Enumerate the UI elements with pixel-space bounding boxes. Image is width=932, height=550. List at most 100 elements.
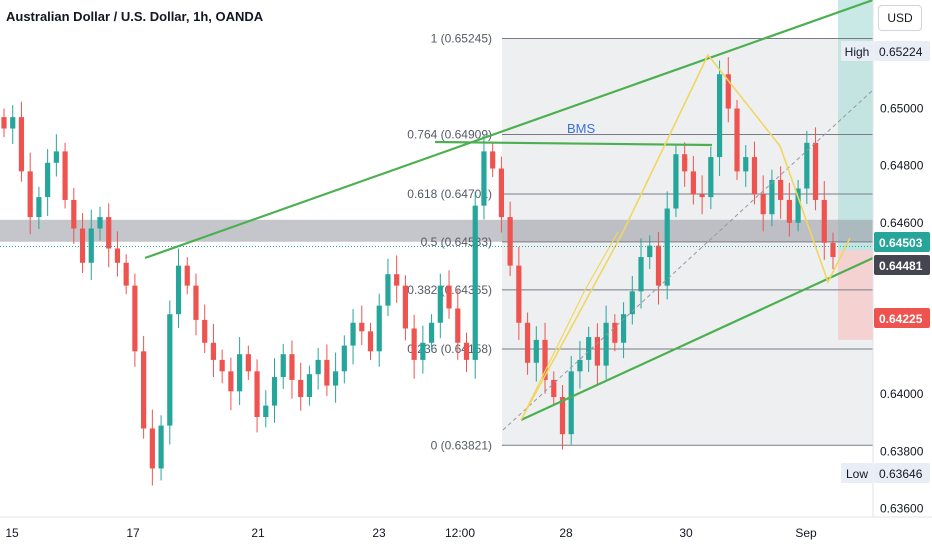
candle-body <box>751 157 758 195</box>
candle-body <box>333 371 339 386</box>
candle-body <box>175 265 182 315</box>
candle-body <box>463 342 470 360</box>
candle-body <box>263 405 269 418</box>
candle-body <box>228 371 234 392</box>
position-loss-zone <box>838 250 873 340</box>
candle-body <box>568 371 574 435</box>
candle-body <box>367 331 374 352</box>
candle-body <box>123 262 129 286</box>
support-resistance-zone <box>0 219 873 242</box>
currency-selector[interactable]: USD <box>878 5 922 31</box>
level-label-box <box>841 463 873 483</box>
candle-body <box>202 319 208 343</box>
candle-body <box>542 339 548 380</box>
candle-body <box>830 242 836 258</box>
candle-body <box>664 208 670 286</box>
candle-body <box>812 142 819 200</box>
candle-body <box>27 171 33 218</box>
price-tag-box <box>874 41 930 61</box>
fib-level-label: 0.618 (0.64701) <box>407 187 492 201</box>
price-axis: 0.65000 0.64800 0.64600 0.64000 0.63800 0.636… <box>872 0 924 517</box>
candle-body <box>420 342 426 360</box>
candle-body <box>507 217 513 266</box>
candle-body <box>551 379 557 398</box>
candle-body <box>786 199 792 223</box>
time-axis-tick-label: 21 <box>251 526 265 540</box>
candle-body <box>210 342 217 360</box>
candle-body <box>88 228 94 263</box>
candle-body <box>359 322 365 332</box>
candle-body <box>289 354 295 380</box>
candle-body <box>280 354 286 378</box>
candle-body <box>795 188 801 223</box>
channel-upper-line <box>144 0 874 260</box>
candle-body <box>36 197 42 218</box>
time-axis-tick-label: 23 <box>372 526 386 540</box>
candle-body <box>193 285 199 320</box>
level-label: Low <box>846 467 868 481</box>
price-axis-tick-label: 0.64800 <box>880 159 924 173</box>
candle-body <box>699 194 705 198</box>
candle-body <box>106 217 112 249</box>
price-tag-value: 0.64503 <box>879 236 923 250</box>
candle-body <box>167 314 173 426</box>
level-label-box <box>841 41 873 61</box>
fib-level-label: 1 (0.65245) <box>431 32 492 46</box>
fib-level-label: 0.236 (0.64158) <box>407 342 492 356</box>
candle-body <box>149 428 155 469</box>
candle-body <box>778 179 784 200</box>
candle-body <box>350 322 356 346</box>
price-axis-tick-label: 0.64600 <box>880 216 924 230</box>
candle-body <box>315 359 321 375</box>
candle-body <box>53 151 59 163</box>
candle-body <box>10 117 16 129</box>
candle-body <box>254 371 260 418</box>
candle-body <box>245 354 251 372</box>
candle-body <box>612 322 618 343</box>
price-axis-tick-label: 0.63600 <box>880 501 924 515</box>
candle-body <box>673 154 679 209</box>
candle-body <box>455 308 461 343</box>
candle-body <box>682 154 688 172</box>
candle-body <box>402 285 409 329</box>
bms-label: BMS <box>567 121 596 136</box>
candle-body <box>760 194 766 215</box>
candle-body <box>577 359 583 372</box>
candle-body <box>821 199 827 243</box>
price-tag-value: 0.63646 <box>879 467 923 481</box>
harmonic-pattern <box>520 53 851 421</box>
candle-body <box>708 157 714 198</box>
candle-body <box>516 265 522 323</box>
price-tag-value: 0.64225 <box>879 312 923 326</box>
candle-body <box>141 351 147 429</box>
candle-body <box>45 162 51 198</box>
candle-body <box>620 314 627 343</box>
time-axis-tick-label: 17 <box>126 526 140 540</box>
candle-body <box>324 359 330 386</box>
candle-body <box>341 345 347 372</box>
candle-body <box>114 248 121 263</box>
price-tag-value: 0.64481 <box>879 259 923 273</box>
candle-body <box>690 171 696 195</box>
candle-body <box>132 285 138 352</box>
time-axis-tick-label: Sep <box>795 526 817 540</box>
candle-body <box>158 425 164 469</box>
candle-body <box>437 285 443 323</box>
fib-level-label: 0.764 (0.64909) <box>407 128 492 142</box>
price-tag-value: 0.65224 <box>879 45 923 59</box>
candle-body <box>769 179 775 215</box>
fib-level-label: 0 (0.63821) <box>431 438 492 452</box>
candle-body <box>524 322 531 363</box>
channel-lower-line <box>520 257 874 421</box>
candle-body <box>18 117 25 172</box>
candle-body <box>629 291 635 315</box>
candle-body <box>498 168 504 218</box>
candle-body <box>446 285 452 309</box>
candle-body <box>734 108 740 172</box>
candle-body <box>490 151 496 169</box>
candle-body <box>743 157 749 172</box>
candle-body <box>647 245 653 258</box>
candles <box>1 57 836 486</box>
